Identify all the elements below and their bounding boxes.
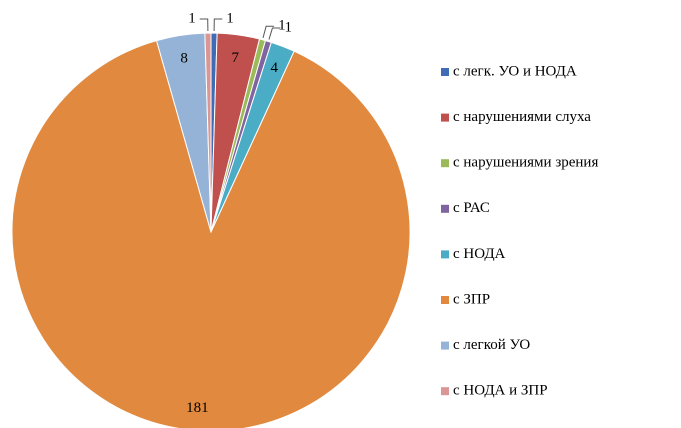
leader-line: [268, 27, 281, 40]
data-label: 1: [278, 18, 286, 34]
legend-swatch: [441, 113, 449, 122]
data-label: 1: [188, 10, 196, 26]
data-label: 1: [284, 19, 292, 35]
legend-label: с нарушениями слуха: [453, 109, 591, 125]
data-label: 7: [231, 50, 239, 66]
legend-swatch: [441, 387, 449, 396]
legend-label: с НОДА и ЗПР: [453, 383, 548, 399]
legend-label: с нарушениями зрения: [453, 155, 598, 171]
data-label: 181: [186, 400, 209, 416]
legend-label: с НОДА: [453, 246, 506, 262]
legend-swatch: [441, 68, 449, 76]
legend-label: с легкой УО: [453, 337, 530, 353]
leader-line: [262, 25, 275, 38]
data-label: 4: [271, 60, 279, 76]
legend-swatch: [441, 159, 449, 168]
legend-swatch: [441, 341, 449, 350]
leader-line: [199, 18, 209, 32]
legend-label: с ЗПР: [453, 291, 490, 307]
legend-swatch: [441, 204, 449, 213]
legend-label: с РАС: [453, 200, 490, 216]
data-label: 8: [180, 50, 188, 66]
legend-swatch: [441, 250, 449, 259]
legend-label: с легк. УО и НОДА: [453, 63, 577, 79]
legend-swatch: [441, 296, 449, 304]
data-label: 1: [226, 10, 234, 26]
pie-slice: [11, 39, 411, 428]
leader-line: [213, 18, 223, 32]
pie-slice: [204, 32, 212, 233]
